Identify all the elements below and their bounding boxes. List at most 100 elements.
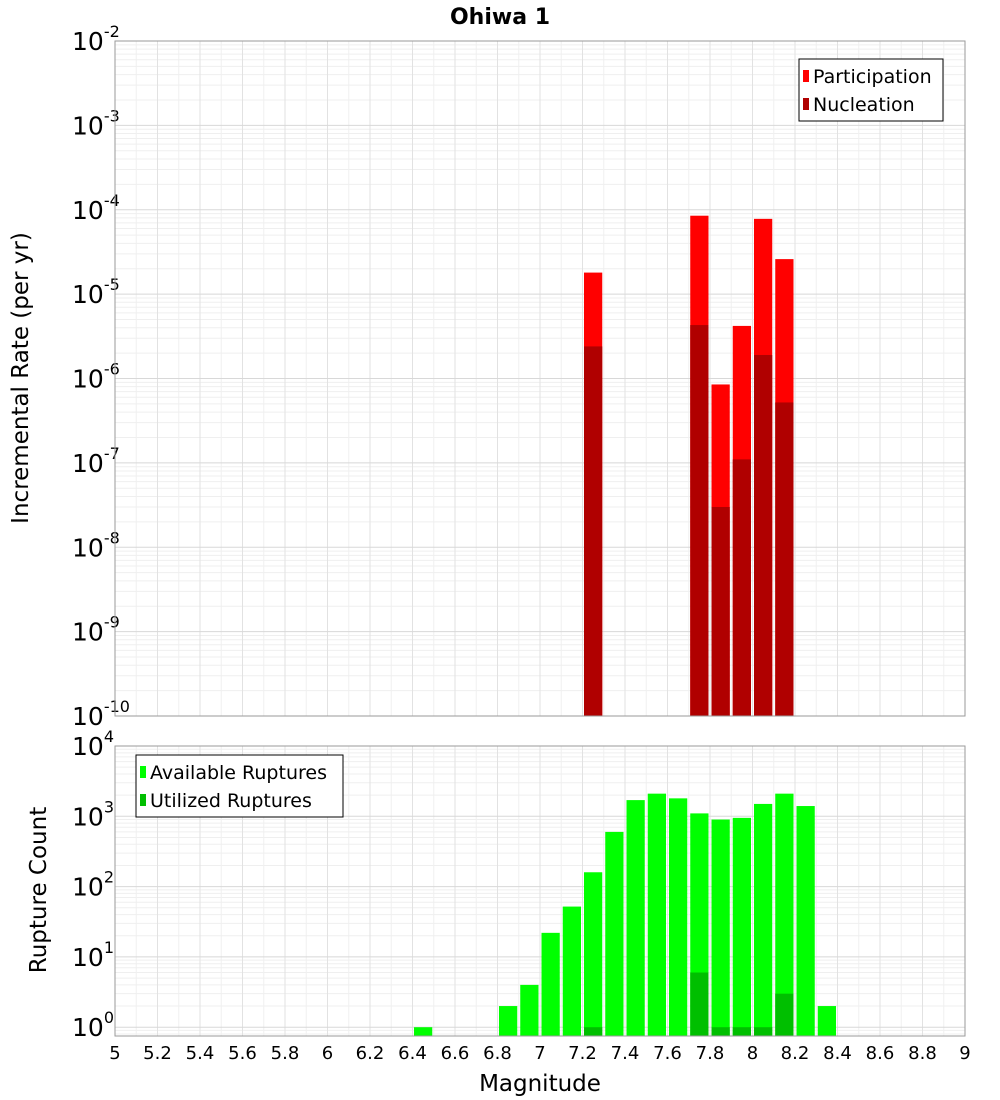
x-tick-label: 8.2	[781, 1043, 810, 1064]
x-tick-label: 9	[959, 1043, 970, 1064]
x-tick-label: 8.6	[866, 1043, 895, 1064]
y-tick-label: 10-3	[72, 106, 120, 140]
bar-nucleation	[711, 506, 730, 716]
legend-box	[798, 58, 944, 122]
legend-box	[135, 754, 344, 818]
bar-available-ruptures	[669, 798, 688, 1036]
y-tick-label: 101	[72, 938, 114, 972]
y-tick-exponent: -2	[104, 22, 120, 41]
legend-label: Participation	[813, 66, 932, 88]
bar-available-ruptures	[584, 872, 603, 1036]
bar-utilized-ruptures	[754, 1027, 773, 1036]
x-axis-label: Magnitude	[479, 1071, 601, 1097]
x-tick-label: 7.4	[611, 1043, 640, 1064]
bar-available-ruptures	[626, 800, 645, 1036]
bar-available-ruptures	[520, 984, 539, 1036]
bottom-y-axis-label: Rupture Count	[26, 807, 52, 973]
bar-utilized-ruptures	[690, 972, 709, 1036]
x-tick-label: 5.8	[271, 1043, 300, 1064]
bars	[414, 793, 836, 1036]
y-tick-label: 10-10	[72, 697, 130, 731]
x-tick-labels: 5 5.2 5.4 5.6 5.8 6 6.2 6.4 6.6 6.8 7 7.2 7.4 7.6 7.8 8…	[109, 1043, 970, 1064]
legend-swatch	[803, 70, 809, 82]
x-tick-label: 8	[747, 1043, 758, 1064]
bar-available-ruptures	[647, 793, 666, 1036]
chart-title: Ohiwa 1	[450, 5, 550, 30]
y-tick-label: 10-5	[72, 275, 120, 309]
legend-swatch	[140, 766, 146, 778]
x-tick-label: 6.2	[356, 1043, 385, 1064]
y-tick-label: 104	[72, 727, 114, 761]
bar-available-ruptures	[711, 819, 730, 1036]
x-tick-label: 7.2	[568, 1043, 597, 1064]
x-tick-label: 5	[109, 1043, 120, 1064]
y-tick-exponent: 4	[104, 727, 114, 746]
legend-swatch	[803, 98, 809, 110]
x-tick-label: 8.8	[908, 1043, 937, 1064]
y-tick-exponent: -10	[104, 697, 130, 716]
bar-utilized-ruptures	[732, 1027, 751, 1036]
y-tick-label: 10-7	[72, 444, 120, 478]
bar-available-ruptures	[732, 817, 751, 1036]
bar-available-ruptures	[541, 932, 560, 1036]
y-tick-exponent: 0	[104, 1008, 114, 1027]
bar-available-ruptures	[414, 1027, 433, 1036]
bar-available-ruptures	[499, 1006, 518, 1036]
y-tick-exponent: -5	[104, 275, 120, 294]
y-tick-label: 10-4	[72, 191, 120, 225]
bar-available-ruptures	[817, 1006, 836, 1036]
bar-utilized-ruptures	[711, 1027, 730, 1036]
x-tick-label: 5.6	[228, 1043, 257, 1064]
y-tick-exponent: 1	[104, 938, 114, 957]
y-tick-exponent: -6	[104, 360, 120, 379]
bar-nucleation	[732, 459, 751, 716]
bar-utilized-ruptures	[775, 993, 794, 1036]
x-tick-label: 6.6	[441, 1043, 470, 1064]
x-tick-label: 7	[534, 1043, 545, 1064]
bar-available-ruptures	[562, 906, 581, 1036]
x-tick-label: 7.8	[696, 1043, 725, 1064]
x-tick-label: 8.4	[823, 1043, 852, 1064]
y-tick-labels: 10-10 10-9 10-8 10-7 10-6 10-5 10-4 10-3 10-2	[72, 22, 130, 731]
legend-label: Nucleation	[813, 94, 915, 116]
bar-available-ruptures	[775, 793, 794, 1036]
top-y-axis-label: Incremental Rate (per yr)	[8, 232, 34, 524]
x-tick-label: 5.4	[186, 1043, 215, 1064]
bar-nucleation	[584, 346, 603, 716]
bar-nucleation	[775, 402, 794, 716]
rate-panel: 10-10 10-9 10-8 10-7 10-6 10-5 10-4 10-3 10-2 Par…	[72, 22, 966, 731]
y-tick-exponent: -8	[104, 528, 120, 547]
y-tick-exponent: -7	[104, 444, 120, 463]
x-tick-label: 5.2	[143, 1043, 172, 1064]
x-tick-label: 6.8	[483, 1043, 512, 1064]
bar-available-ruptures	[754, 803, 773, 1036]
bar-nucleation	[690, 325, 709, 716]
bars	[584, 215, 794, 717]
plot-frame	[114, 40, 966, 717]
x-tick-label: 6.4	[398, 1043, 427, 1064]
bar-nucleation	[754, 354, 773, 716]
y-tick-label: 10-6	[72, 360, 120, 394]
y-tick-exponent: -9	[104, 613, 120, 632]
y-tick-label: 103	[72, 797, 114, 831]
legend: Participation Nucleation	[798, 58, 944, 122]
x-tick-label: 6	[322, 1043, 333, 1064]
y-tick-label: 10-9	[72, 613, 120, 647]
y-tick-exponent: -4	[104, 191, 120, 210]
y-tick-label: 10-2	[72, 22, 120, 56]
y-tick-label: 100	[72, 1008, 114, 1042]
x-tick-label: 7.6	[653, 1043, 682, 1064]
y-tick-exponent: 2	[104, 868, 114, 887]
bar-available-ruptures	[605, 831, 624, 1036]
plot-frame	[114, 745, 966, 1037]
bar-utilized-ruptures	[584, 1027, 603, 1036]
y-tick-exponent: -3	[104, 106, 120, 125]
y-tick-label: 102	[72, 868, 114, 902]
y-tick-label: 10-8	[72, 528, 120, 562]
bar-available-ruptures	[796, 806, 815, 1036]
grid	[115, 41, 965, 716]
legend-label: Utilized Ruptures	[150, 790, 312, 812]
